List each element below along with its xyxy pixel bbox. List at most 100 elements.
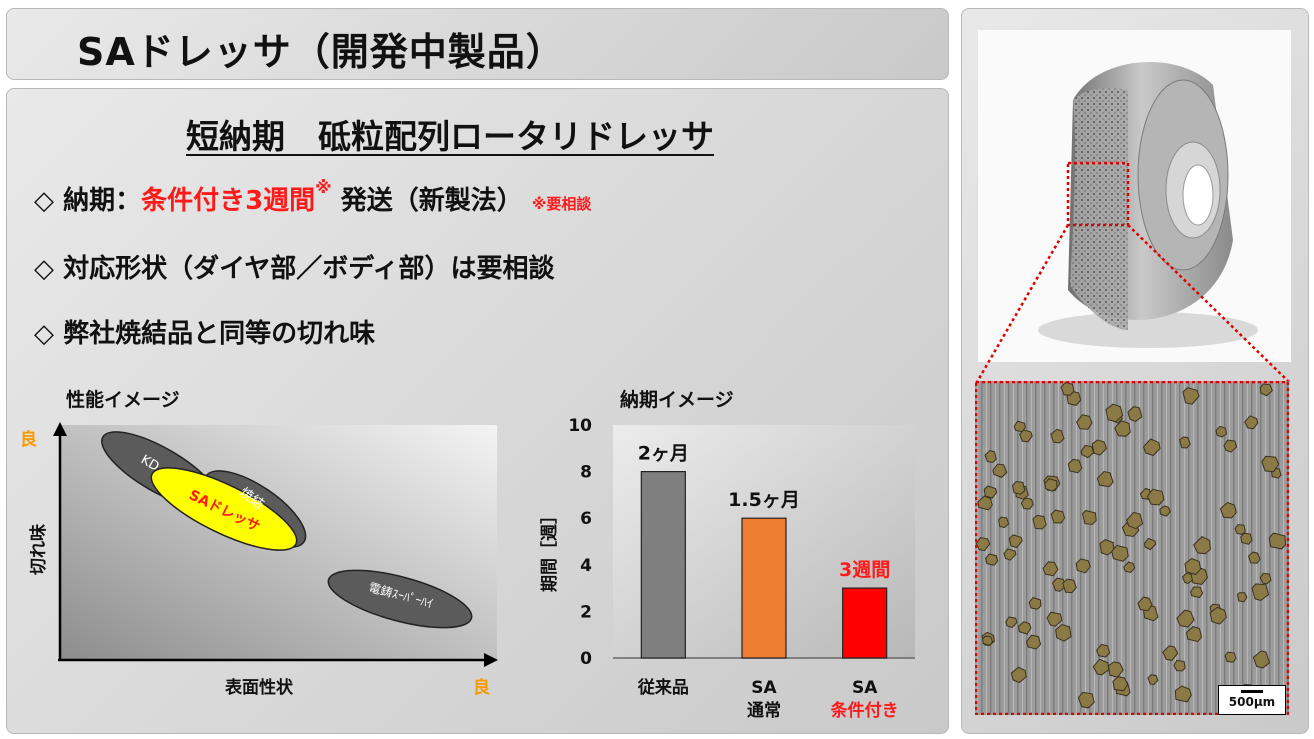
- diamond-grain: [1224, 651, 1237, 663]
- diamond-grain: [1042, 561, 1059, 577]
- diamond-grain: [1179, 436, 1191, 449]
- scale-bar-box: 500μm: [1218, 685, 1286, 715]
- ellipse-sa-dresser: [150, 467, 298, 551]
- diamond-grain: [1162, 645, 1179, 661]
- bullet-delivery: ◇ 納期：条件付き3週間※ 発送（新製法） ※要相談: [34, 178, 592, 217]
- diamond-grain: [1123, 561, 1136, 574]
- diamond-grain: [1046, 611, 1063, 627]
- diamond-grain: [1067, 458, 1083, 474]
- bullet-suffix: 発送（新製法）: [340, 186, 523, 216]
- diamond-grain: [1219, 501, 1237, 519]
- diamond-grain: [1251, 583, 1270, 602]
- diamond-grain: [1025, 634, 1042, 650]
- diamond-grain: [1146, 488, 1165, 506]
- diamond-grain: [1010, 666, 1027, 684]
- diamond-grain: [1060, 381, 1075, 396]
- diamond-grain: [1259, 572, 1272, 585]
- diamond-grain: [1234, 524, 1246, 535]
- diamond-grain: [1055, 623, 1072, 642]
- section-heading: 短納期 砥粒配列ロータリドレッサ: [186, 117, 714, 156]
- diamond-grain: [1096, 470, 1114, 488]
- diamond-grain: [1105, 403, 1124, 423]
- x-axis-label: 表面性状: [225, 677, 294, 698]
- diamond-grain: [1182, 572, 1193, 584]
- y-tick-label: 10: [568, 416, 592, 436]
- diamond-grain: [1005, 616, 1018, 629]
- bar-y-axis-label: 期間［週］: [539, 507, 560, 592]
- diamond-grain: [982, 635, 994, 647]
- diamond-grain: [1019, 429, 1033, 443]
- diamond-marker: ◇: [34, 254, 54, 284]
- diamond-grain: [1075, 558, 1091, 574]
- diamond-grain: [1236, 592, 1248, 603]
- y-arrow-head: [53, 422, 67, 436]
- consult-note: ※要相談: [531, 195, 592, 213]
- diamond-grain: [1137, 596, 1153, 612]
- diamond-grain: [1080, 444, 1095, 459]
- bullet-text: 対応形状（ダイヤ部／ボディ部）は要相談: [63, 254, 555, 284]
- diamond-marker: ◇: [34, 319, 54, 349]
- dresser-wheel-photo: [978, 30, 1291, 362]
- bullet-shape: ◇ 対応形状（ダイヤ部／ボディ部）は要相談: [34, 248, 554, 285]
- diamond-grain: [1113, 420, 1131, 437]
- diamond-grain: [1028, 597, 1042, 610]
- y-tick-label: 2: [580, 602, 592, 622]
- diamond-grain: [1174, 685, 1192, 703]
- diamond-grain: [1268, 532, 1287, 550]
- delivery-chart-title: 納期イメージ: [620, 389, 734, 411]
- bar-data-label: 3週間: [839, 559, 890, 581]
- diamond-grain: [1111, 544, 1129, 562]
- diamond-grain: [1147, 674, 1159, 686]
- delivery-highlight: 条件付き3週間: [141, 186, 316, 216]
- bullet-sharpness: ◇ 弊社焼結品と同等の切れ味: [34, 313, 375, 350]
- diamond-grain: [984, 450, 997, 463]
- bar-2: [842, 587, 888, 659]
- bullet-text: 弊社焼結品と同等の切れ味: [63, 319, 376, 349]
- bar-0: [640, 471, 686, 659]
- y-tick-label: 0: [580, 649, 592, 669]
- category-label: SA: [751, 678, 777, 698]
- diamond-grain: [1143, 537, 1157, 551]
- good-y-label: 良: [20, 429, 37, 450]
- diamond-grain: [1247, 551, 1261, 564]
- y-tick-label: 8: [580, 463, 592, 483]
- diamond-grain: [1127, 406, 1143, 422]
- page-title: SAドレッサ（開発中製品）: [77, 30, 565, 74]
- performance-chart-title: 性能イメージ: [66, 389, 180, 411]
- scale-bar: [1241, 690, 1263, 693]
- diamond-grain: [1209, 606, 1227, 625]
- diamond-grain: [975, 537, 991, 552]
- diamond-grain: [1013, 420, 1026, 433]
- diamond-grain: [1081, 510, 1097, 525]
- diamond-grain: [1044, 478, 1058, 492]
- diamond-grain: [1003, 548, 1017, 561]
- diamond-grain: [1176, 609, 1195, 628]
- diamond-marker: ◇: [34, 186, 54, 216]
- diamond-grain: [1142, 438, 1161, 457]
- category-label: SA: [852, 678, 878, 698]
- diamond-grain: [1159, 505, 1171, 517]
- title-bar: SAドレッサ（開発中製品）: [6, 8, 949, 80]
- diamond-grain: [1126, 511, 1144, 530]
- diamond-grain: [1052, 577, 1067, 592]
- diamond-grain: [1244, 415, 1259, 430]
- diamond-grain: [1252, 650, 1271, 669]
- diamond-grain: [1215, 425, 1227, 438]
- diamond-grain: [1050, 428, 1065, 444]
- diamond-grain: [1062, 578, 1077, 594]
- grain-micrograph: [975, 381, 1289, 715]
- scale-label: 500μm: [1228, 695, 1276, 709]
- diamond-grain: [1184, 557, 1202, 575]
- y-tick-label: 4: [580, 556, 592, 576]
- diamond-grain: [1008, 534, 1023, 549]
- diamond-grain: [1192, 535, 1211, 555]
- diamond-grain: [1261, 455, 1280, 473]
- diamond-grain: [1182, 387, 1200, 405]
- diamond-grain: [1092, 658, 1110, 676]
- bar-data-label: 2ヶ月: [638, 443, 689, 465]
- x-arrow-head: [484, 653, 498, 667]
- ellipse-electroformed: [327, 569, 473, 629]
- diamond-grain: [1190, 586, 1204, 599]
- diamond-grain: [1096, 643, 1111, 658]
